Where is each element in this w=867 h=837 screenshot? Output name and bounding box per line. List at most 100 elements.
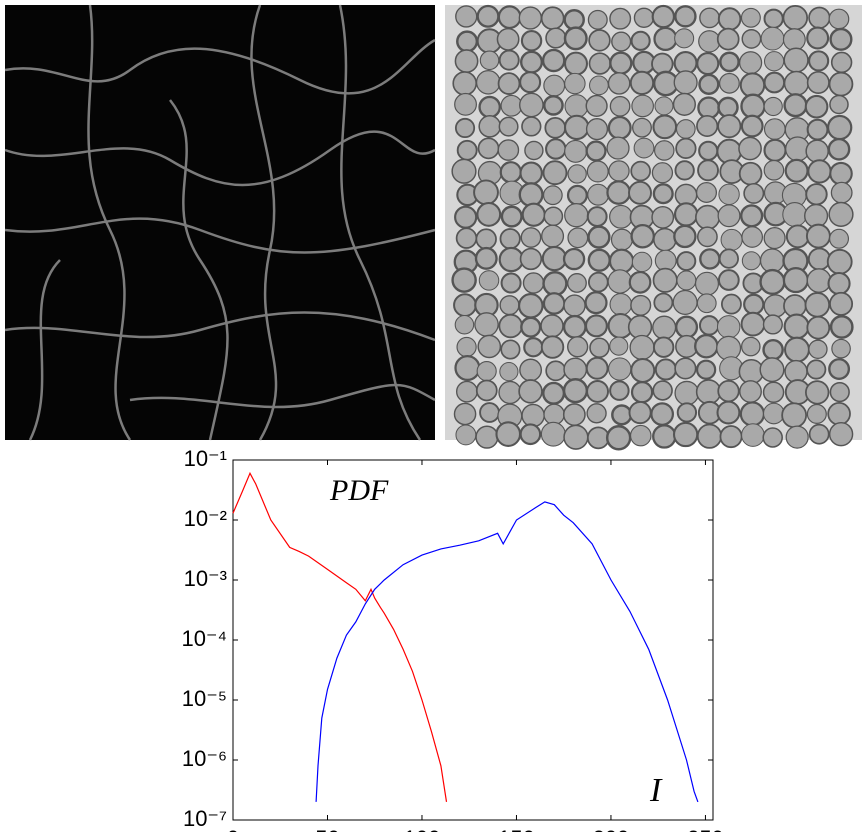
bead [719,425,743,449]
bead [587,183,610,206]
bead [653,140,675,161]
bead [673,224,697,249]
bead [741,29,762,49]
bead [608,248,635,274]
bead [474,246,498,270]
bead [652,336,675,358]
bead [520,316,542,338]
bead [562,314,587,339]
bead [763,138,787,162]
bead [763,51,785,72]
bead [739,204,764,228]
bead [585,140,607,162]
bead [607,269,633,294]
bead [562,377,589,404]
bead [716,315,741,339]
bead [674,357,697,380]
bead [587,9,608,30]
bead [454,49,479,73]
bead [521,116,542,137]
bead [587,271,609,293]
bead [718,183,740,206]
bead [588,29,611,52]
bead [759,357,785,383]
y-tick-label: 10⁻⁵ [182,686,227,711]
bead [784,336,810,363]
bead [676,402,698,423]
bead [633,7,655,28]
bead [628,180,652,205]
bead [540,6,565,31]
bead [563,26,588,51]
pdf-label: PDF [329,474,389,507]
bead [674,160,695,181]
bead [585,94,608,118]
bead [545,138,567,160]
bead [564,72,586,95]
bead [630,381,654,404]
bead [519,92,544,118]
bead [782,28,806,52]
bead [672,92,696,116]
bead [609,380,630,401]
bead [653,292,674,313]
bead [453,402,477,426]
bead [452,71,478,96]
bead [829,381,850,403]
bead [829,27,853,51]
bead [829,228,850,249]
bead [478,270,500,291]
bead [586,380,609,403]
bead [806,315,831,340]
bead [566,184,588,206]
bead [564,202,589,228]
bead [455,5,478,28]
bead [759,268,786,295]
bead [694,333,719,359]
bead [653,26,678,52]
beads [451,4,854,451]
bead [717,379,740,403]
bead [499,228,521,250]
bead [827,402,851,426]
bead [782,5,809,31]
bead [783,70,810,96]
bead [540,335,565,359]
bead [763,226,786,250]
bead [696,114,719,138]
bead [696,423,723,449]
bead [519,247,543,271]
bead [498,116,519,137]
bead [785,224,810,249]
bead [676,251,697,272]
bead [762,314,783,335]
bead [717,114,742,139]
bead [519,423,542,446]
bead [827,137,851,161]
bead [675,137,697,160]
bead [784,359,808,384]
bead [762,427,783,448]
bead [607,72,631,95]
bead [763,159,785,181]
bead [587,248,611,272]
bead [608,357,632,381]
bead [804,292,831,318]
y-tick-label: 10⁻⁴ [181,626,227,651]
bead [479,50,500,71]
bead [718,72,740,94]
bead [697,96,721,120]
bead [830,51,853,74]
bead [542,271,568,297]
bead [739,380,762,403]
bead [654,358,677,381]
bead [521,202,546,227]
bead [805,223,831,249]
bead [720,293,742,315]
bead [762,338,784,361]
bead [763,71,786,94]
bead [456,336,477,358]
bead [542,185,563,206]
bead [498,246,525,273]
